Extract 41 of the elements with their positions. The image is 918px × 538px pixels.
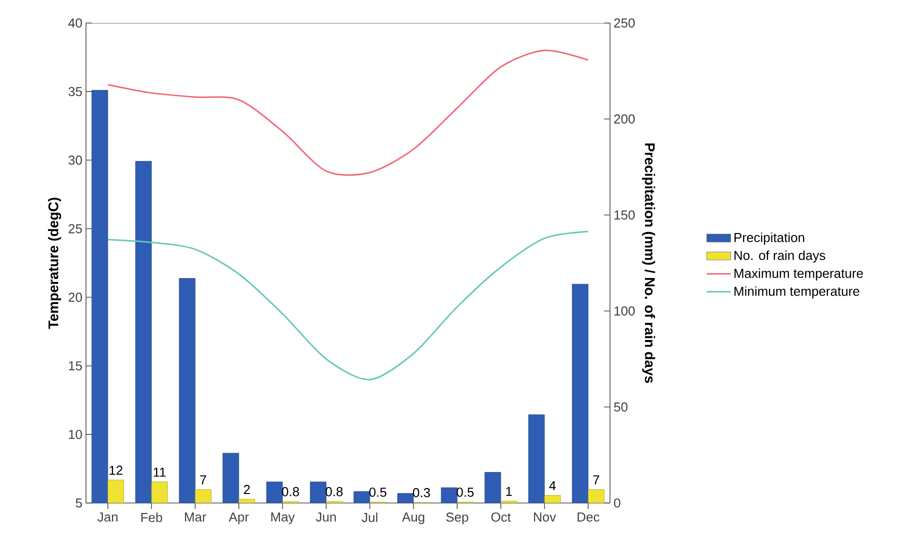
data-label: 1 <box>506 486 512 496</box>
y-tick-label: 35 <box>68 86 82 96</box>
x-tick-label: Jul <box>362 512 378 522</box>
y-tick-label: 15 <box>68 361 82 370</box>
y2-tick-label: 100 <box>614 306 635 316</box>
data-label: 11 <box>154 468 166 477</box>
y-tick-label: 10 <box>68 430 82 440</box>
x-tick-label: Sep <box>446 512 468 524</box>
data-label: 12 <box>110 466 122 475</box>
x-tick-label: Nov <box>534 512 556 522</box>
x-tick-label: Jun <box>316 512 336 522</box>
x-tick-label: Dec <box>578 512 600 522</box>
data-label: 0.3 <box>412 488 430 498</box>
data-label: 7 <box>200 475 206 484</box>
y2-tick-label: 0 <box>614 498 620 508</box>
y-tick-label: 20 <box>68 292 82 302</box>
data-label: 0.5 <box>369 488 386 497</box>
y2-tick-label: 250 <box>614 18 635 28</box>
y2-tick-label: 150 <box>614 210 635 220</box>
data-label: 7 <box>593 475 600 484</box>
data-label: 4 <box>549 481 556 490</box>
x-tick-label: Oct <box>491 512 511 522</box>
legend-label: Maximum temperature <box>734 268 863 281</box>
x-tick-label: Feb <box>141 512 162 522</box>
y-tick-label: 5 <box>76 498 82 508</box>
legend-label: Precipitation <box>734 232 804 245</box>
x-tick-label: May <box>271 512 295 524</box>
x-tick-label: Apr <box>228 512 249 524</box>
y2-axis-title: Precipitation (mm) / No. of rain days <box>642 143 656 383</box>
y-tick-label: 30 <box>68 156 82 165</box>
x-tick-label: Mar <box>185 512 206 522</box>
data-label: 2 <box>244 484 250 494</box>
y-axis-title: Temperature (degC) <box>48 198 62 329</box>
y-tick-label: 25 <box>68 224 82 234</box>
y2-tick-label: 200 <box>614 114 635 124</box>
legend-label: Minimum temperature <box>734 286 860 298</box>
x-tick-label: Jan <box>98 512 118 522</box>
y2-tick-label: 50 <box>614 402 628 412</box>
y-tick-label: 40 <box>68 18 82 28</box>
legend-label: No. of rain days <box>734 250 826 263</box>
x-tick-label: Aug <box>402 512 424 524</box>
